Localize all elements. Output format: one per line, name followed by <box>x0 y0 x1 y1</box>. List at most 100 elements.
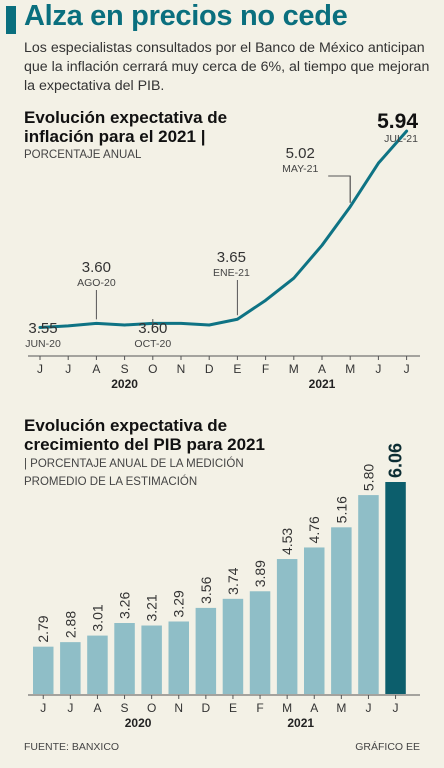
gdp-x-tick-label: M <box>282 701 292 715</box>
inflation-x-tick-label: J <box>65 362 71 376</box>
gdp-chart-title-line2: crecimiento del PIB para 2021 <box>24 435 265 454</box>
gdp-year-label: 2021 <box>287 716 314 730</box>
inflation-chart-subtitle: PORCENTAJE ANUAL <box>24 149 142 161</box>
inflation-data-point <box>264 299 267 302</box>
inflation-x-tick-label: S <box>121 362 129 376</box>
inflation-data-point <box>349 205 352 208</box>
gdp-bar <box>385 482 406 694</box>
inflation-x-tick-label: O <box>148 362 157 376</box>
inflation-data-point <box>405 129 408 133</box>
inflation-x-tick-label: A <box>92 362 100 376</box>
inflation-data-point <box>179 322 183 325</box>
gdp-bar-value-label: 3.29 <box>171 590 187 617</box>
gdp-x-tick-label: J <box>67 701 73 715</box>
gdp-bar-value-label: 5.80 <box>360 464 376 491</box>
intro-text: Los especialistas consultados por el Ban… <box>24 40 430 94</box>
inflation-data-point <box>67 324 70 328</box>
inflation-x-tick-label: J <box>37 362 43 376</box>
gdp-chart-title-line1: Evolución expectativa de <box>24 416 228 435</box>
gdp-year-label: 2020 <box>125 716 152 730</box>
inflation-data-point <box>292 276 295 280</box>
inflation-chart-title-line1: Evolución expectativa de <box>24 108 228 127</box>
headline: Alza en precios no cede <box>24 0 348 32</box>
inflation-series-line <box>38 129 409 329</box>
inflation-annotation-value: 3.60 <box>138 320 167 337</box>
gdp-bar <box>222 598 244 694</box>
gdp-bar <box>114 622 135 694</box>
gdp-x-tick-label: A <box>310 701 318 715</box>
gdp-bar <box>304 547 325 694</box>
inflation-annotation-label: ENE-21 <box>213 267 250 279</box>
gdp-bar <box>87 635 108 694</box>
gdp-bar-value-label: 3.01 <box>89 604 105 631</box>
inflation-annotation-label: JUL-21 <box>384 133 418 145</box>
inflation-x-tick-label: E <box>233 362 241 376</box>
inflation-annotation-label: AGO-20 <box>77 277 116 289</box>
gdp-bar-value-label: 4.53 <box>279 528 295 555</box>
gdp-bar-value-label: 3.56 <box>198 576 214 603</box>
gdp-bar <box>249 591 271 694</box>
gdp-bar <box>60 642 81 694</box>
inflation-year-label: 2021 <box>309 377 336 391</box>
gdp-bar-value-label: 6.06 <box>386 443 406 478</box>
gdp-bar-value-label: 3.74 <box>225 567 241 594</box>
gdp-bar-value-label: 3.26 <box>117 592 133 619</box>
graphic-credit: GRÁFICO EE <box>355 741 420 753</box>
inflation-x-tick-label: M <box>289 362 299 376</box>
gdp-x-tick-label: A <box>93 701 101 715</box>
gdp-bar <box>331 527 352 694</box>
inflation-data-point <box>236 318 239 321</box>
gdp-chart-subtitle-line1: | PORCENTAJE ANUAL DE LA MEDICIÓN <box>24 458 244 470</box>
gdp-bar <box>33 646 54 694</box>
gdp-bar <box>168 621 189 694</box>
inflation-x-tick-label: J <box>375 362 381 376</box>
inflation-x-tick-label: J <box>404 362 410 376</box>
gdp-bar <box>276 559 298 694</box>
gdp-x-tick-label: D <box>202 701 211 715</box>
gdp-x-tick-label: S <box>121 701 129 715</box>
inflation-annotation-label: MAY-21 <box>282 163 318 175</box>
inflation-x-tick-label: N <box>177 362 186 376</box>
inflation-x-tick-label: F <box>262 362 269 376</box>
inflation-x-tick-label: M <box>345 362 355 376</box>
inflation-year-label: 2020 <box>111 377 138 391</box>
gdp-bar-value-label: 3.89 <box>252 560 268 587</box>
inflation-x-tick-label: A <box>318 362 326 376</box>
source-note: FUENTE: BANXICO <box>24 741 120 753</box>
gdp-bar-value-label: 4.76 <box>306 516 322 543</box>
gdp-bar <box>195 607 217 694</box>
inflation-x-tick-label: D <box>205 362 214 376</box>
gdp-x-tick-label: N <box>174 701 183 715</box>
inflation-data-point <box>208 323 211 327</box>
inflation-annotation-value: 3.65 <box>217 249 246 266</box>
gdp-bar-value-label: 5.16 <box>333 496 349 523</box>
inflation-annotation-label: OCT-20 <box>134 338 171 350</box>
gdp-bar-value-label: 2.88 <box>62 611 78 638</box>
gdp-x-tick-label: J <box>40 701 46 715</box>
gdp-x-tick-label: O <box>147 701 156 715</box>
inflation-data-point <box>95 322 98 325</box>
inflation-annotation-value: 3.55 <box>28 320 57 337</box>
gdp-bar <box>358 495 379 694</box>
inflation-data-point <box>320 244 324 247</box>
inflation-chart-title-line2: inflación para el 2021 | <box>24 127 206 146</box>
gdp-bar <box>141 625 162 694</box>
gdp-bar-value-label: 2.79 <box>35 615 51 642</box>
gdp-chart-subtitle-line2: PROMEDIO DE LA ESTIMACIÓN <box>24 476 198 488</box>
gdp-x-tick-label: J <box>365 701 371 715</box>
inflation-annotation-leader <box>328 175 351 203</box>
gdp-x-tick-label: F <box>256 701 263 715</box>
inflation-data-point <box>38 326 42 329</box>
inflation-data-point <box>123 323 126 327</box>
inflation-annotation-value: 3.60 <box>82 259 111 276</box>
inflation-annotation-label: JUN-20 <box>25 338 61 350</box>
headline-accent-bar <box>6 6 16 34</box>
gdp-x-tick-label: E <box>229 701 237 715</box>
inflation-annotation-value: 5.02 <box>286 145 315 162</box>
gdp-bar-value-label: 3.21 <box>144 594 160 621</box>
gdp-x-tick-label: J <box>393 701 399 715</box>
gdp-x-tick-label: M <box>336 701 346 715</box>
inflation-annotation-value: 5.94 <box>377 110 418 133</box>
